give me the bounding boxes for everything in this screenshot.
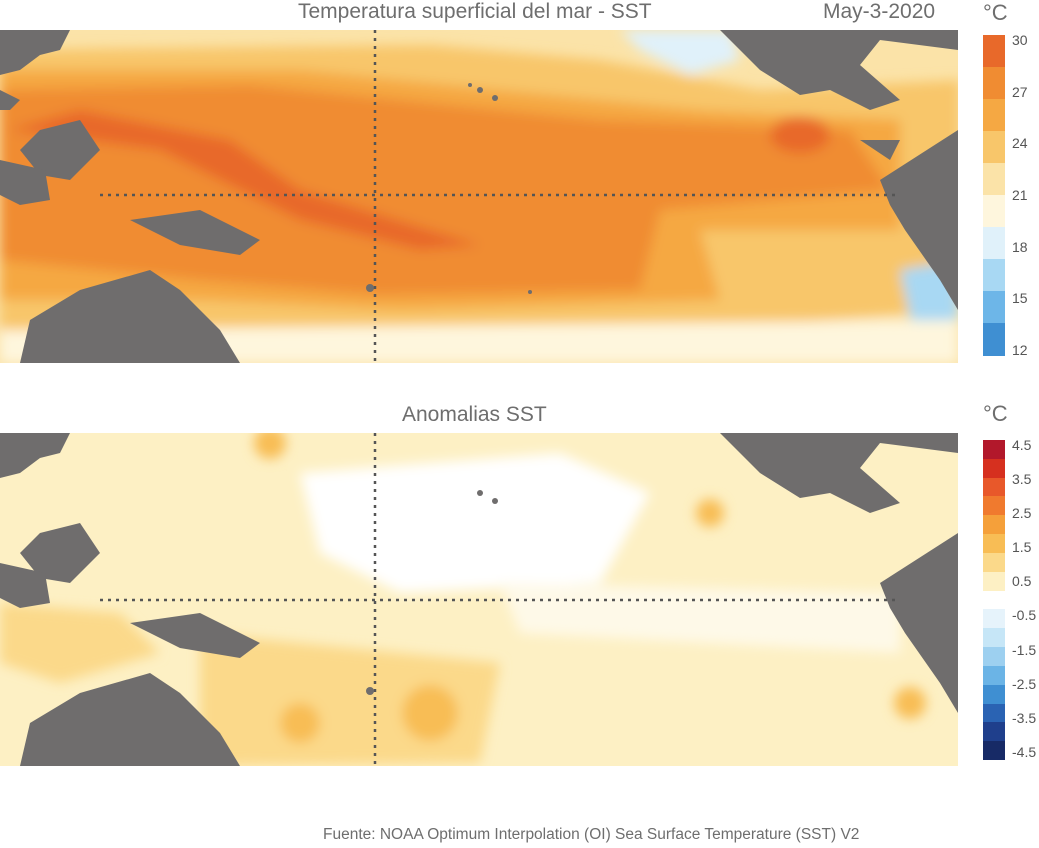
sst-map-title: Temperatura superficial del mar - SST [298, 0, 652, 23]
colorbar-tick-label: 21 [1012, 187, 1028, 203]
colorbar-segment [983, 534, 1005, 554]
sst-land [0, 30, 958, 363]
colorbar-segment [983, 440, 1005, 460]
colorbar-segment [983, 647, 1005, 667]
anom-neutral-east [500, 583, 900, 653]
colorbar-tick-label: 4.5 [1012, 436, 1032, 453]
sst-map [0, 30, 958, 363]
colorbar-segment [983, 496, 1005, 516]
colorbar-tick-label: -4.5 [1012, 744, 1037, 760]
colorbar-segment [983, 515, 1005, 535]
anomaly-grid [100, 433, 900, 766]
sst-date: May-3-2020 [823, 0, 936, 23]
sst-grid [100, 30, 900, 363]
anom-warm-spot-2 [696, 499, 724, 527]
anomaly-map [0, 433, 958, 766]
colorbar-tick-label: 1.5 [1012, 539, 1032, 556]
source-credit: Fuente: NOAA Optimum Interpolation (OI) … [323, 826, 860, 843]
colorbar-tick-label: 12 [1012, 342, 1028, 359]
colorbar-segment [983, 131, 1005, 164]
colorbar-segment [983, 703, 1005, 723]
sst-cool-ne [620, 30, 740, 75]
colorbar-tick-label: -1.5 [1012, 641, 1037, 658]
colorbar-segment [983, 609, 1005, 629]
colorbar-tick-label: -2.5 [1012, 675, 1037, 692]
colorbar-tick-label: 18 [1012, 238, 1028, 255]
anom-warm-spot-4 [402, 685, 458, 741]
anom-neutral-north [300, 453, 650, 593]
anomaly-map-title: Anomalias SST [402, 403, 547, 426]
colorbar-segment [983, 552, 1005, 573]
colorbar-segment [983, 684, 1005, 705]
sst-colorbar [983, 35, 1005, 356]
colorbar-segment [983, 67, 1005, 100]
colorbar-segment [983, 722, 1005, 742]
sst-cool-south [0, 320, 958, 363]
colorbar-tick-label: 0.5 [1012, 573, 1032, 590]
colorbar-tick-label: 2.5 [1012, 505, 1032, 522]
anom-warm-spot-3 [894, 687, 926, 719]
colorbar-segment [983, 741, 1005, 761]
sst-warm-patch [770, 117, 830, 153]
colorbar-segment [983, 665, 1005, 686]
sst-unit-label: °C [983, 0, 1008, 25]
colorbar-segment [983, 291, 1005, 324]
colorbar-tick-label: 15 [1012, 290, 1028, 307]
colorbar-segment [983, 590, 1005, 610]
colorbar-tick-label: 3.5 [1012, 470, 1032, 487]
colorbar-segment [983, 35, 1005, 68]
colorbar-segment [983, 227, 1005, 260]
colorbar-tick-label: 24 [1012, 135, 1028, 152]
colorbar-segment [983, 195, 1005, 228]
colorbar-segment [983, 628, 1005, 648]
colorbar-tick-label: -0.5 [1012, 607, 1037, 624]
colorbar-tick-label: 27 [1012, 83, 1028, 100]
colorbar-segment [983, 163, 1005, 196]
colorbar-tick-label: 30 [1012, 31, 1028, 48]
colorbar-segment [983, 99, 1005, 132]
colorbar-segment [983, 259, 1005, 292]
anomaly-unit-label: °C [983, 401, 1008, 426]
colorbar-segment [983, 458, 1005, 479]
anomaly-colorbar [983, 440, 1005, 761]
anom-warm-west [0, 603, 160, 683]
colorbar-segment [983, 323, 1005, 356]
colorbar-segment [983, 571, 1005, 592]
sst-warm-pool [10, 110, 480, 250]
anom-warm-spot-1 [254, 433, 286, 459]
colorbar-segment [983, 477, 1005, 497]
colorbar-tick-label: -3.5 [1012, 709, 1037, 726]
anomaly-land [0, 433, 958, 766]
anom-warm-spot-5 [280, 703, 320, 743]
